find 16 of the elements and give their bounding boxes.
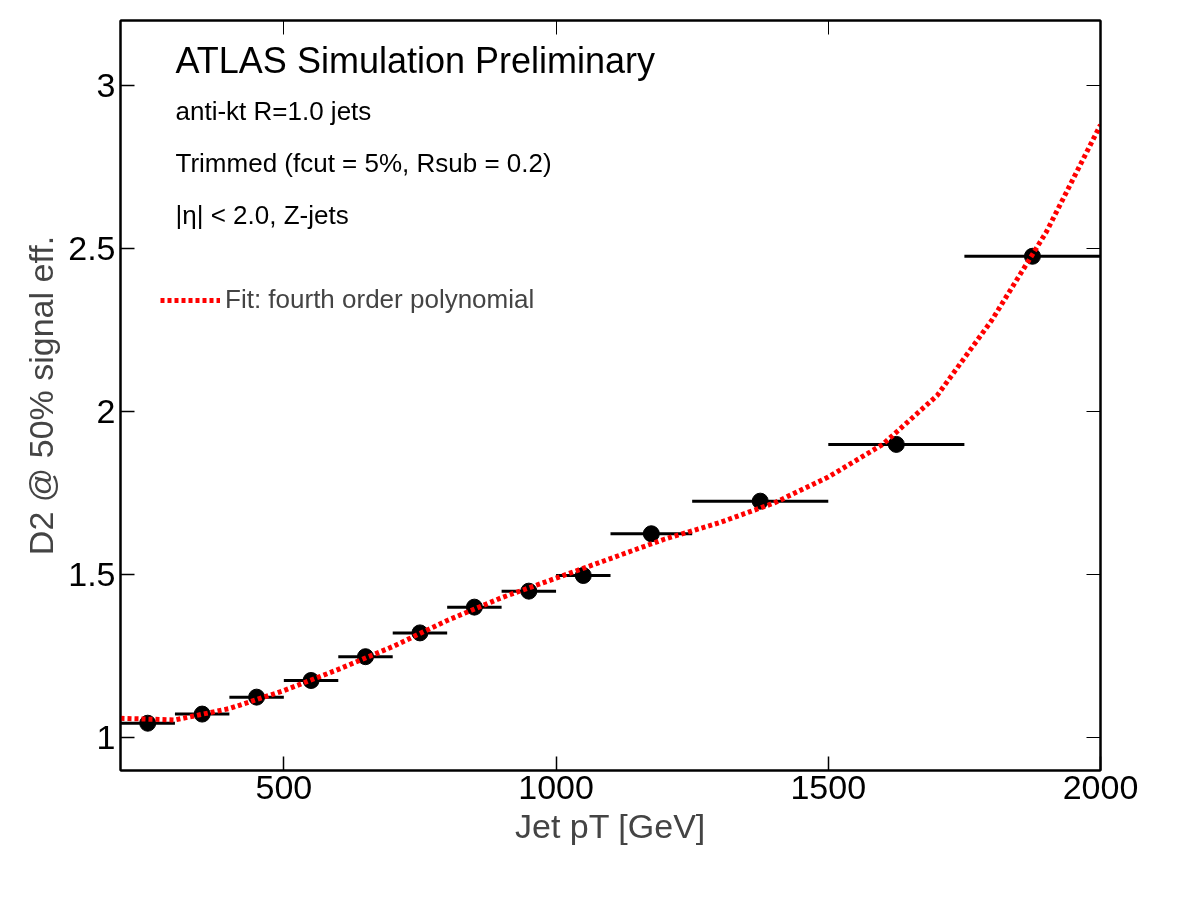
y-axis-title: D2 @ 50% signal eff. — [22, 235, 61, 556]
annotation: Trimmed (fcut = 5%, Rsub = 0.2) — [175, 147, 552, 178]
text: ATLAS Simulation Preliminary — [175, 39, 655, 81]
legend-label: Fit: fourth order polynomial — [225, 284, 535, 315]
x-axis-title: Jet pT [GeV] — [515, 806, 706, 845]
y-tick-label: 1 — [96, 718, 116, 757]
annotation: anti-kt R=1.0 jets — [175, 95, 372, 126]
y-tick-label: 2 — [96, 392, 116, 431]
x-tick-label: 500 — [255, 767, 313, 806]
annotation: |η| < 2.0, Z-jets — [175, 199, 349, 230]
x-tick-label: 1000 — [518, 767, 594, 806]
y-tick-label: 3 — [96, 66, 116, 105]
y-tick-label: 1.5 — [68, 555, 116, 594]
x-tick-label: 1500 — [790, 767, 867, 806]
x-tick-label: 2000 — [1062, 767, 1139, 806]
y-tick-label: 2.5 — [68, 229, 116, 268]
